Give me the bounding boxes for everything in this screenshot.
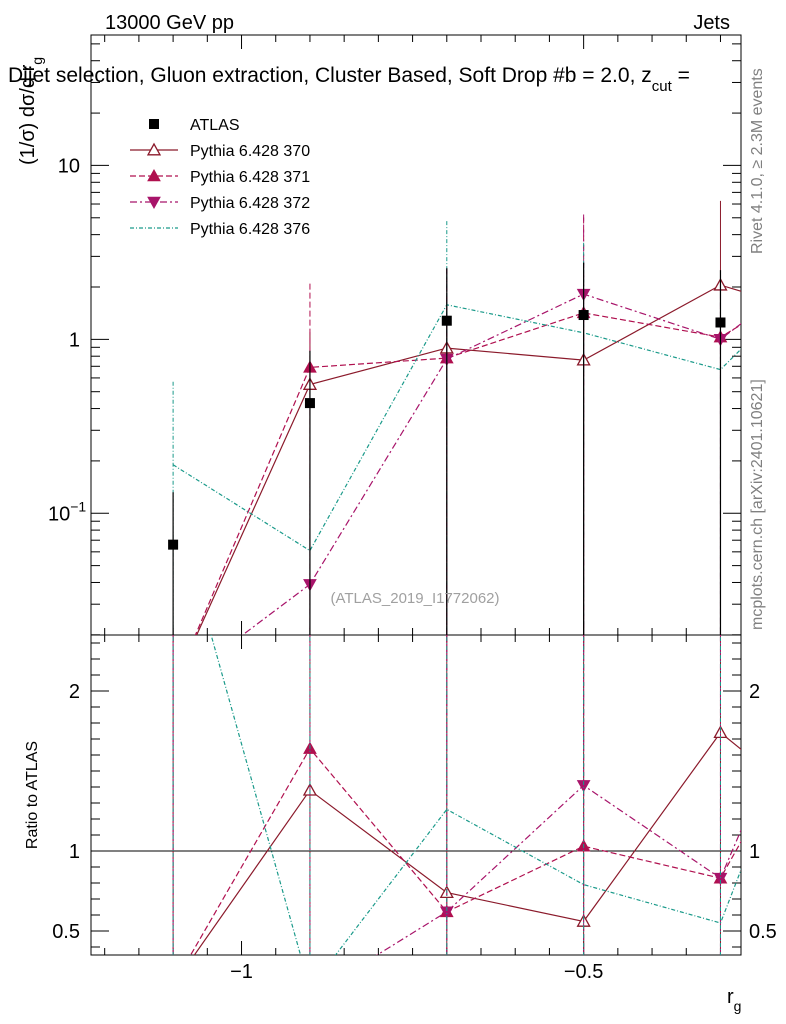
legend-entry-pythia-6-428-370: Pythia 6.428 370 xyxy=(130,142,310,160)
ratio-point xyxy=(167,979,179,990)
y-tick-label-main: 10−1 xyxy=(48,498,86,525)
legend: ATLAS Pythia 6.428 370 Pythia 6.428 371 Pyt… xyxy=(130,117,310,238)
selection-title-tail: = xyxy=(672,64,690,87)
legend-label: Pythia 6.428 371 xyxy=(190,169,310,186)
ratio-point xyxy=(576,780,591,793)
selection-title-sub: cut xyxy=(652,78,673,95)
series-line xyxy=(194,312,741,635)
selection-title: Dijet selection, Gluon extraction, Clust… xyxy=(8,64,690,95)
legend-label: ATLAS xyxy=(190,117,240,134)
legend-marker xyxy=(147,168,161,182)
ratio-line xyxy=(189,747,741,955)
legend-marker xyxy=(146,142,162,156)
y-tick-label-base: 10 xyxy=(48,503,70,525)
legend-marker xyxy=(149,119,159,129)
rivet-version-label: Rivet 4.1.0, ≥ 2.3M events xyxy=(749,68,766,254)
y-tick-label-ratio-left: 2 xyxy=(69,681,80,703)
ratio-line xyxy=(193,731,741,955)
y-tick-label-exponent: −1 xyxy=(70,498,86,514)
data-point xyxy=(578,310,589,321)
ratio-series-pythia-6-428-372 xyxy=(167,635,741,1003)
data-point xyxy=(304,398,315,409)
x-tick-label: −1 xyxy=(230,961,253,983)
ratio-series-pythia-6-428-371 xyxy=(167,635,741,990)
x-axis-label-sub: g xyxy=(734,998,742,1014)
legend-label: Pythia 6.428 376 xyxy=(190,221,310,238)
series-line xyxy=(196,284,741,635)
y-tick-label-main: 10 xyxy=(58,155,80,177)
series-atlas xyxy=(168,262,726,635)
legend-entry-pythia-6-428-376: Pythia 6.428 376 xyxy=(130,221,310,238)
ratio-point xyxy=(167,979,179,990)
legend-marker xyxy=(147,196,161,210)
y-tick-label-ratio-right: 2 xyxy=(749,681,760,703)
y-tick-label-ratio-left: 1 xyxy=(69,841,80,863)
ratio-plot-frame xyxy=(90,634,742,956)
ratio-y-axis-label: Ratio to ATLAS xyxy=(24,741,41,849)
main-plot-area xyxy=(168,200,741,635)
data-point xyxy=(168,539,179,550)
y-tick-label-main: 1 xyxy=(69,329,80,351)
ratio-series-pythia-6-428-376 xyxy=(172,635,741,955)
ratio-plot-area xyxy=(91,635,741,1003)
main-plot-frame xyxy=(90,34,742,636)
category-label: Jets xyxy=(693,12,730,34)
ratio-point xyxy=(167,981,179,992)
y-tick-label-ratio-right: 0.5 xyxy=(749,921,777,943)
y-axis-label: (1/σ) dσ/d rg xyxy=(17,57,45,165)
energy-label: 13000 GeV pp xyxy=(105,12,234,34)
analysis-watermark: (ATLAS_2019_I1772062) xyxy=(330,590,499,607)
ratio-line xyxy=(210,635,741,955)
y-axis-label-main: (1/σ) dσ/d r xyxy=(17,64,39,165)
x-axis-label: rg xyxy=(727,986,741,1014)
y-tick-label-ratio-left: 0.5 xyxy=(52,921,80,943)
selection-title-main: Dijet selection, Gluon extraction, Clust… xyxy=(8,64,652,87)
x-axis-label-main: r xyxy=(727,986,734,1008)
axis-ticks xyxy=(91,35,741,955)
legend-entry-pythia-6-428-372: Pythia 6.428 372 xyxy=(130,195,310,212)
legend-label: Pythia 6.428 370 xyxy=(190,143,310,160)
ratio-series-pythia-6-428-370 xyxy=(167,635,741,990)
x-tick-label: −0.5 xyxy=(564,961,603,983)
mcplots-source-label: mcplots.cern.ch [arXiv:2401.10621] xyxy=(749,379,766,630)
series-pythia-6-428-370 xyxy=(172,200,741,635)
data-point xyxy=(441,315,452,326)
ratio-point xyxy=(304,992,316,1003)
y-axis-label-sub: g xyxy=(29,57,45,65)
y-tick-label-ratio-right: 1 xyxy=(749,841,760,863)
series-line xyxy=(241,293,741,635)
series-line xyxy=(172,304,741,552)
legend-label: Pythia 6.428 372 xyxy=(190,195,310,212)
data-point xyxy=(715,317,726,328)
legend-entry-pythia-6-428-371: Pythia 6.428 371 xyxy=(130,168,310,186)
ratio-line xyxy=(375,784,741,955)
legend-entry-atlas: ATLAS xyxy=(149,117,240,134)
